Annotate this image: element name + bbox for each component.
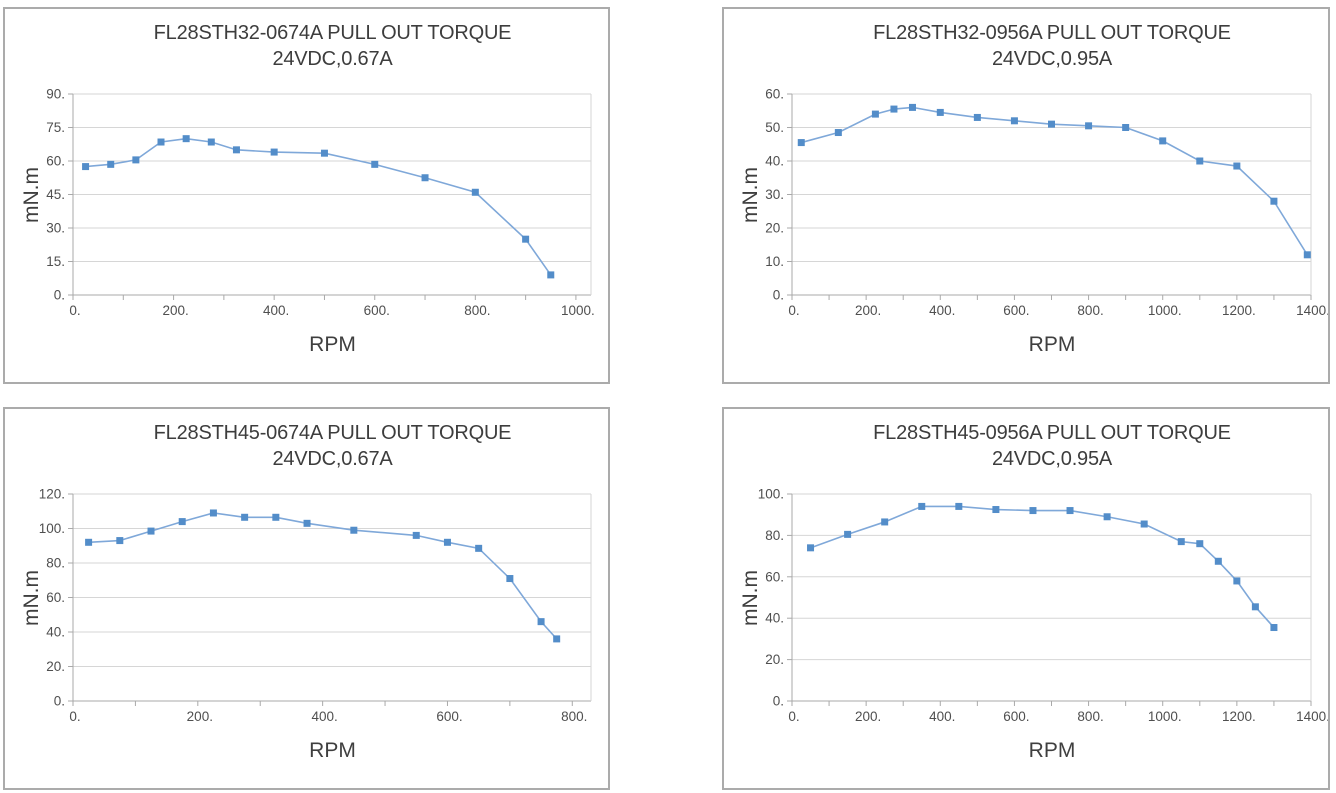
svg-text:1200.: 1200.	[1222, 709, 1256, 724]
svg-text:0.: 0.	[69, 709, 80, 724]
svg-text:15.: 15.	[46, 254, 65, 269]
chart-header: FL28STH45-0956A PULL OUT TORQUE 24VDC,0.…	[790, 420, 1314, 472]
svg-text:200.: 200.	[855, 709, 881, 724]
chart-header: FL28STH32-0674A PULL OUT TORQUE 24VDC,0.…	[71, 20, 594, 72]
svg-text:800.: 800.	[464, 303, 490, 318]
svg-text:600.: 600.	[364, 303, 390, 318]
svg-text:0.: 0.	[54, 288, 65, 303]
y-axis-title: mN.m	[739, 166, 762, 223]
svg-text:10.: 10.	[765, 254, 784, 269]
svg-text:50.: 50.	[765, 120, 784, 135]
svg-text:200.: 200.	[162, 303, 188, 318]
plot-area: 0. 15. 30. 45. 60. 75. 90. 0. 200. 400. 600. 800. 10…	[46, 87, 595, 319]
svg-text:0.: 0.	[773, 694, 784, 709]
svg-text:1400.: 1400.	[1296, 709, 1328, 724]
y-axis-title: mN.m	[739, 569, 762, 626]
svg-text:60.: 60.	[46, 590, 65, 605]
svg-text:120.: 120.	[39, 487, 65, 502]
chart-header: FL28STH32-0956A PULL OUT TORQUE 24VDC,0.…	[790, 20, 1314, 72]
svg-text:800.: 800.	[561, 709, 587, 724]
svg-text:40.: 40.	[765, 611, 784, 626]
svg-text:200.: 200.	[187, 709, 213, 724]
x-axis-title: RPM	[1028, 739, 1076, 762]
chart-subtitle: 24VDC,0.67A	[272, 48, 393, 70]
svg-text:800.: 800.	[1077, 303, 1103, 318]
svg-text:60.: 60.	[765, 87, 784, 102]
svg-text:200.: 200.	[855, 303, 881, 318]
svg-text:60.: 60.	[46, 154, 65, 169]
svg-text:800.: 800.	[1077, 709, 1103, 724]
svg-text:400.: 400.	[929, 303, 955, 318]
chart-title: FL28STH45-0956A PULL OUT TORQUE	[873, 422, 1231, 444]
svg-text:1000.: 1000.	[1148, 709, 1182, 724]
svg-text:0.: 0.	[54, 694, 65, 709]
chart-panel-fl28sth45-0674a: 0. 20. 40. 60. 80. 100. 120. 0. 200. 400. 600. 800.…	[3, 407, 610, 790]
chart-subtitle: 24VDC,0.95A	[991, 48, 1113, 70]
chart-title: FL28STH32-0674A PULL OUT TORQUE	[153, 22, 512, 44]
svg-text:40.: 40.	[46, 625, 65, 640]
svg-text:40.: 40.	[765, 154, 784, 169]
chart-subtitle: 24VDC,0.67A	[272, 448, 393, 470]
svg-text:0.: 0.	[773, 288, 784, 303]
svg-text:400.: 400.	[311, 709, 337, 724]
x-axis-title: RPM	[309, 739, 356, 762]
svg-text:90.: 90.	[46, 87, 65, 102]
svg-text:600.: 600.	[1003, 709, 1029, 724]
plot-area: 0. 10. 20. 30. 40. 50. 60. 0. 200. 400. 600. 800. 10…	[765, 87, 1328, 319]
y-axis-title: mN.m	[20, 166, 43, 223]
svg-text:400.: 400.	[263, 303, 289, 318]
svg-text:80.: 80.	[46, 556, 65, 571]
svg-text:1400.: 1400.	[1296, 303, 1328, 318]
svg-text:75.: 75.	[46, 120, 65, 135]
plot-area: 0. 20. 40. 60. 80. 100. 120. 0. 200. 400. 600. 800.	[39, 487, 592, 724]
svg-text:1000.: 1000.	[561, 303, 595, 318]
chart-panel-fl28sth45-0956a: 0. 20. 40. 60. 80. 100. 0. 200. 400. 600. 800. 1000…	[722, 407, 1330, 790]
svg-text:20.: 20.	[765, 652, 784, 667]
svg-text:80.: 80.	[765, 528, 784, 543]
svg-text:30.: 30.	[46, 221, 65, 236]
svg-text:100.: 100.	[758, 487, 784, 502]
svg-text:30.: 30.	[765, 187, 784, 202]
svg-text:1200.: 1200.	[1222, 303, 1256, 318]
chart-panel-fl28sth32-0674a: 0. 15. 30. 45. 60. 75. 90. 0. 200. 400. 600. 800. 10…	[3, 7, 610, 384]
x-axis-title: RPM	[1028, 333, 1076, 356]
chart-panel-fl28sth32-0956a: 0. 10. 20. 30. 40. 50. 60. 0. 200. 400. 600. 800. 10…	[722, 7, 1330, 384]
plot-area: 0. 20. 40. 60. 80. 100. 0. 200. 400. 600. 800. 1000…	[758, 487, 1328, 725]
svg-text:600.: 600.	[436, 709, 462, 724]
svg-text:100.: 100.	[39, 521, 65, 536]
y-axis-title: mN.m	[20, 569, 43, 626]
svg-text:45.: 45.	[46, 187, 65, 202]
svg-text:0.: 0.	[788, 303, 799, 318]
svg-text:20.: 20.	[765, 221, 784, 236]
x-axis-title: RPM	[309, 333, 356, 356]
svg-text:400.: 400.	[929, 709, 955, 724]
svg-text:0.: 0.	[788, 709, 799, 724]
chart-title: FL28STH45-0674A PULL OUT TORQUE	[153, 422, 512, 444]
svg-text:60.: 60.	[765, 569, 784, 584]
chart-title: FL28STH32-0956A PULL OUT TORQUE	[873, 22, 1231, 44]
chart-subtitle: 24VDC,0.95A	[991, 448, 1113, 470]
svg-text:1000.: 1000.	[1148, 303, 1182, 318]
svg-text:20.: 20.	[46, 659, 65, 674]
svg-text:0.: 0.	[69, 303, 80, 318]
chart-header: FL28STH45-0674A PULL OUT TORQUE 24VDC,0.…	[71, 420, 594, 472]
svg-text:600.: 600.	[1003, 303, 1029, 318]
